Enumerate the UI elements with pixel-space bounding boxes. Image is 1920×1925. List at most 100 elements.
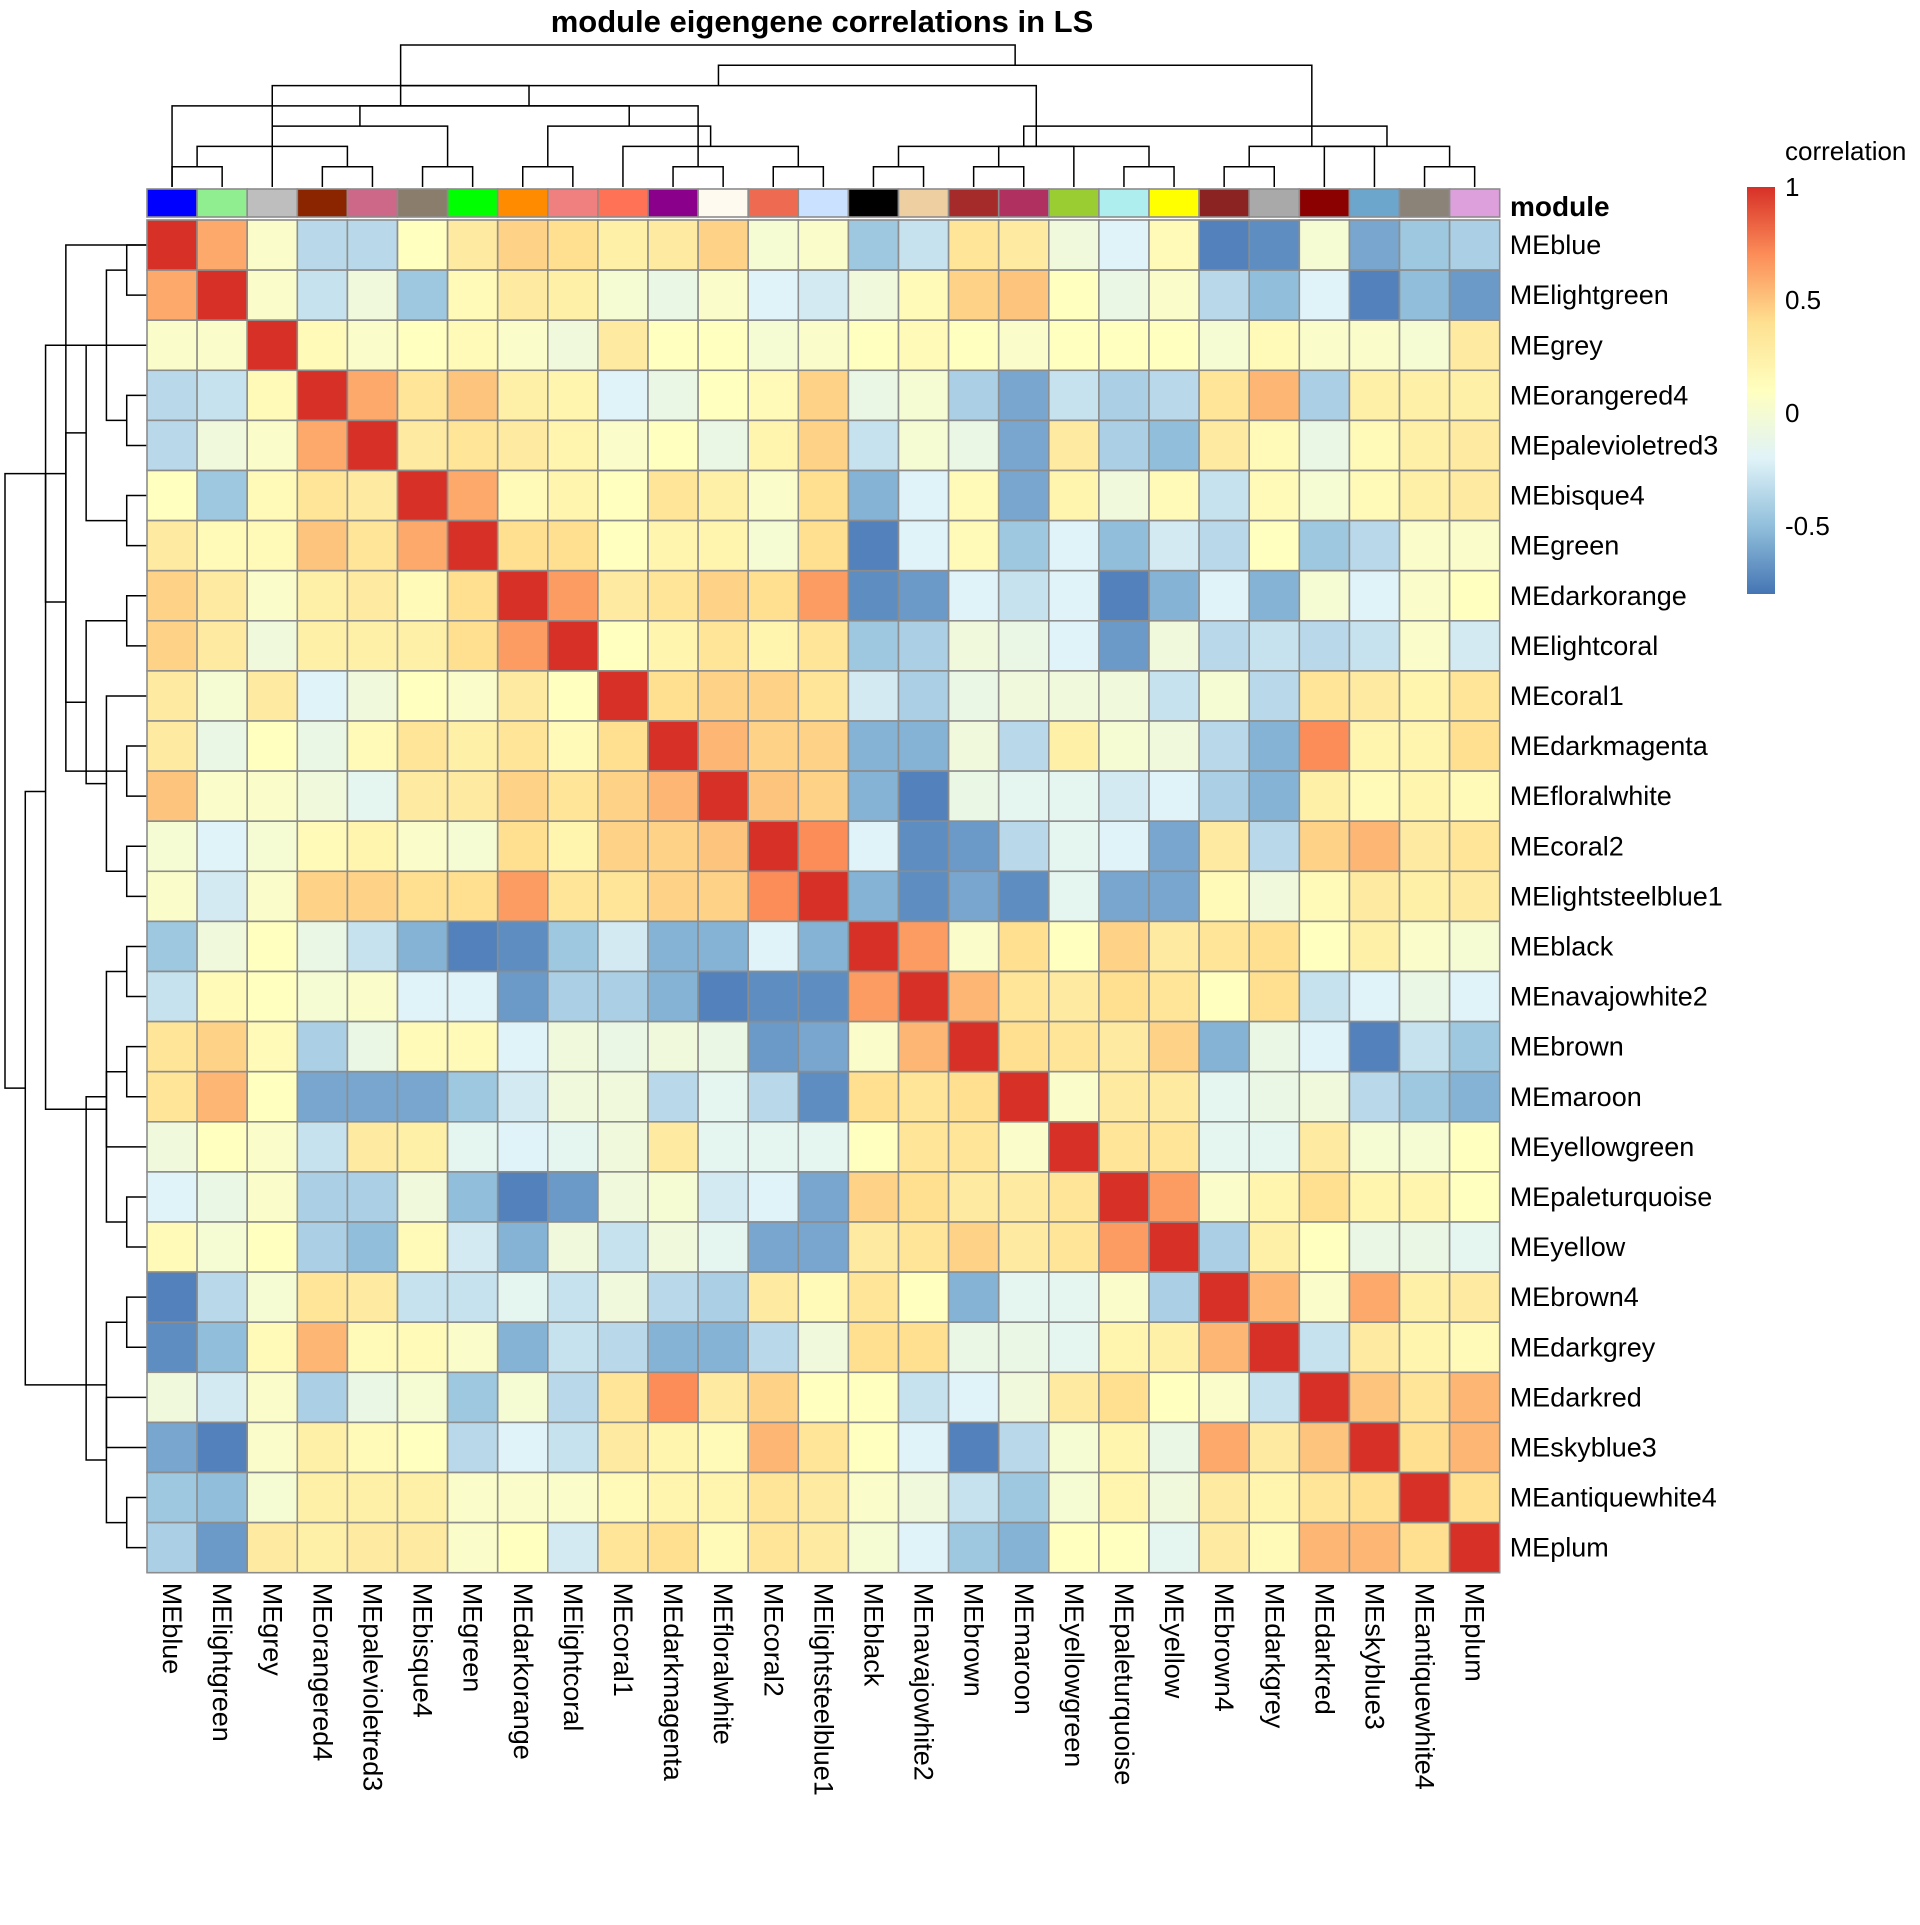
heatmap-cell [1448,569,1501,622]
heatmap-cell [597,1471,649,1524]
heatmap-cell [1198,219,1250,271]
heatmap-cell [346,1371,399,1424]
heatmap-cell [597,1221,649,1273]
heatmap-cell [396,519,449,572]
column-label: MEblue [157,1583,187,1675]
heatmap-cell [947,670,1000,722]
heatmap-cell [546,519,599,572]
row-dendrogram-branch [44,472,107,1111]
heatmap-cell [496,870,549,923]
heatmap-cell [396,1521,449,1574]
heatmap-cell [847,1171,900,1223]
heatmap-cell [697,419,749,472]
heatmap-cell [947,1321,1000,1374]
heatmap-cell [146,820,198,873]
heatmap-cell [1248,419,1301,472]
heatmap-cell [847,670,900,722]
heatmap-cell [897,1471,950,1524]
column-label: MElightgreen [207,1583,237,1742]
heatmap-cell [496,219,549,271]
row-label: MEcoral2 [1510,831,1624,861]
heatmap-cell [847,1371,900,1424]
heatmap-cell [1298,269,1351,322]
heatmap-cell [1248,369,1301,422]
heatmap-cell [1248,1121,1301,1173]
heatmap-cell [747,920,800,973]
heatmap-cell [1198,770,1250,822]
heatmap-cell [346,269,399,322]
heatmap-cell [947,1371,1000,1424]
heatmap-cell [496,519,549,572]
column-dendrogram [171,44,1476,187]
heatmap-cell [246,469,299,522]
heatmap-cell [947,1020,1000,1073]
heatmap-cell [546,1421,599,1474]
heatmap-cell [1398,519,1451,572]
column-label: MEdarkgrey [1259,1583,1289,1729]
heatmap-cell [1248,1221,1301,1273]
row-label: MEdarkred [1510,1382,1642,1412]
column-label: MEplum [1460,1583,1490,1682]
heatmap-cell [897,770,950,822]
heatmap-cell [997,670,1050,722]
heatmap-cell [747,1371,800,1424]
heatmap-cell [346,720,399,772]
heatmap-cell [496,1521,549,1574]
heatmap-cell [647,1421,699,1474]
heatmap-cell [146,1121,198,1173]
heatmap-cell [246,419,299,472]
heatmap-cell [947,1070,1000,1123]
heatmap-cell [496,1020,549,1073]
heatmap-cell [1098,1221,1150,1273]
heatmap-cell [1348,619,1401,672]
heatmap-cell [747,419,800,472]
heatmap-cell [997,1020,1050,1073]
heatmap-cell [1348,519,1401,572]
heatmap-cell [546,1221,599,1273]
heatmap-cell [1448,1121,1501,1173]
module-color-swatch [597,188,649,218]
heatmap-cell [597,720,649,772]
module-color-swatch [246,188,299,218]
heatmap-cell [1248,870,1301,923]
heatmap-cell [1148,519,1200,572]
heatmap-cell [647,1121,699,1173]
heatmap-cell [346,569,399,622]
heatmap-cell [546,1070,599,1123]
heatmap-cell [897,1371,950,1424]
heatmap-cell [797,619,850,672]
module-color-swatch [1348,188,1401,218]
heatmap-cell [647,1221,699,1273]
heatmap-cell [797,569,850,622]
row-label: MEcoral1 [1510,681,1624,711]
heatmap-cell [146,720,198,772]
heatmap-cell [146,920,198,973]
heatmap-cell [196,1521,249,1574]
heatmap-cell [296,1020,349,1073]
heatmap-cell [1398,970,1451,1023]
heatmap-cell [947,419,1000,472]
heatmap-cell [647,469,699,522]
row-label: MElightsteelblue1 [1510,881,1723,911]
heatmap-cell [997,820,1050,873]
heatmap-cell [546,1121,599,1173]
heatmap-cell [1398,1121,1451,1173]
column-dendrogram-branch [1223,165,1275,187]
row-label: MElightcoral [1510,631,1659,661]
heatmap-cell [797,670,850,722]
heatmap-cell [296,319,349,372]
row-label: MEdarkgrey [1510,1332,1656,1362]
heatmap-cell [997,319,1050,372]
heatmap-cell [597,1421,649,1474]
heatmap-cell [647,920,699,973]
heatmap-cell [1198,469,1250,522]
heatmap-cell [296,369,349,422]
heatmap-cell [697,1421,749,1474]
heatmap-cell [847,770,900,822]
column-label: MEyellowgreen [1059,1583,1089,1768]
heatmap-cell [246,1020,299,1073]
heatmap-cell [597,569,649,622]
heatmap-cell [396,970,449,1023]
heatmap-cell [1048,1070,1100,1123]
heatmap-cell [1098,519,1150,572]
